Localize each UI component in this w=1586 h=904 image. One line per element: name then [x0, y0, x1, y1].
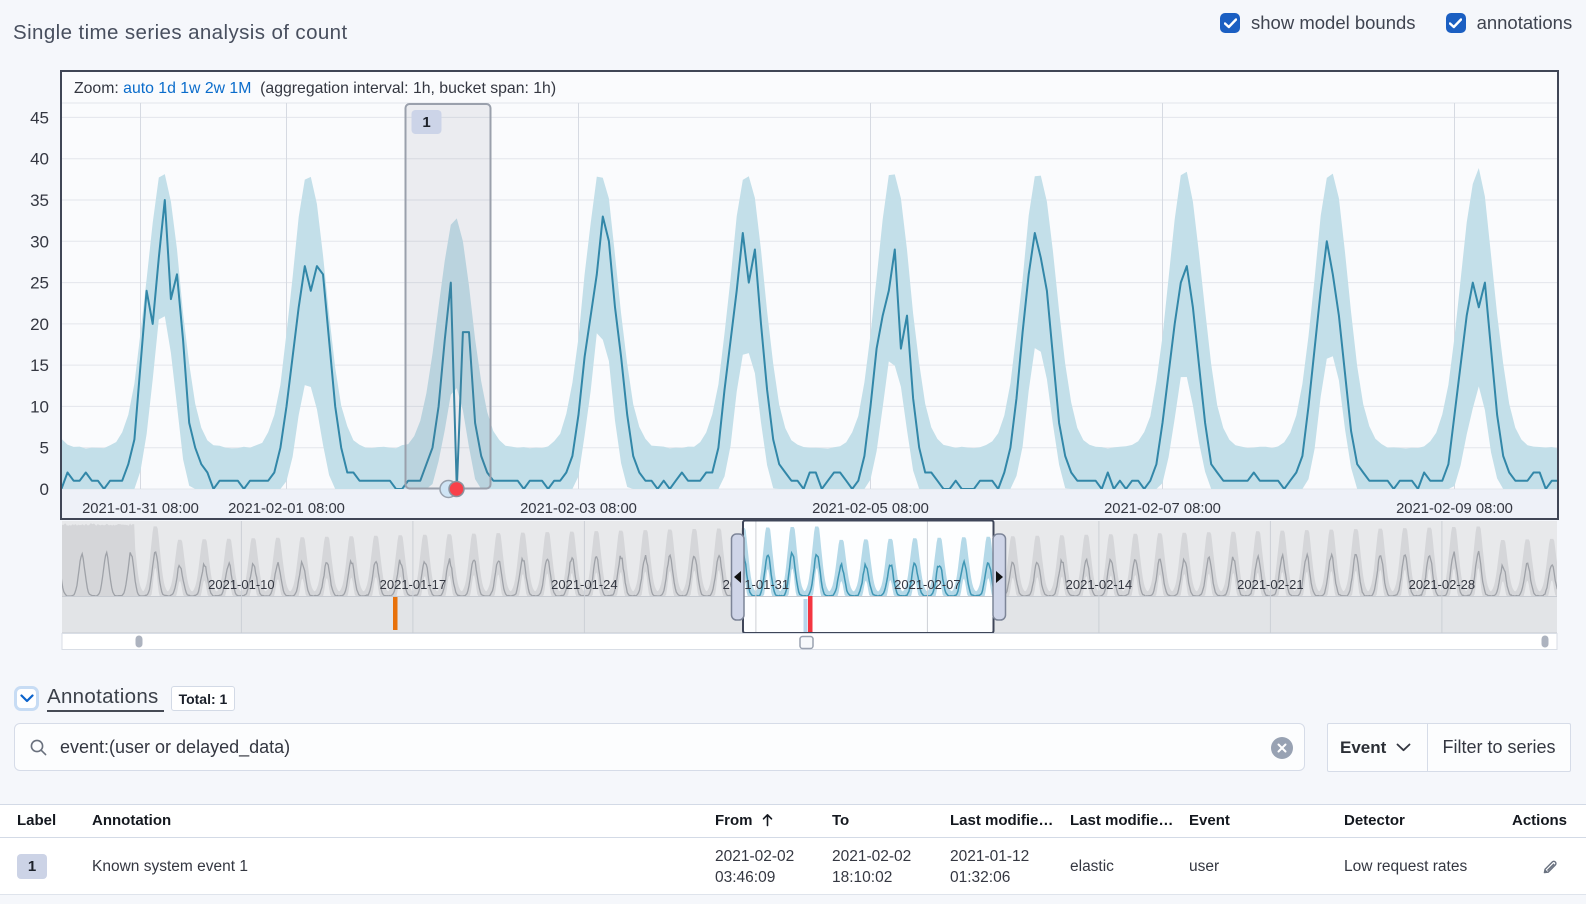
svg-text:2021-02-09 08:00: 2021-02-09 08:00 — [1396, 501, 1513, 517]
svg-text:2021-01-10: 2021-01-10 — [208, 577, 275, 592]
svg-text:2021-02-07 08:00: 2021-02-07 08:00 — [1104, 501, 1221, 517]
svg-text:2021-02-28: 2021-02-28 — [1409, 577, 1476, 592]
svg-text:25: 25 — [30, 274, 49, 293]
svg-text:2021-01-24: 2021-01-24 — [551, 577, 618, 592]
svg-text:2021-02-01 08:00: 2021-02-01 08:00 — [228, 501, 345, 517]
svg-text:5: 5 — [40, 439, 49, 458]
svg-text:1: 1 — [422, 114, 430, 131]
svg-text:2021-02-14: 2021-02-14 — [1066, 577, 1133, 592]
svg-text:2021-02-03 08:00: 2021-02-03 08:00 — [520, 501, 637, 517]
svg-text:15: 15 — [30, 356, 49, 375]
svg-text:2021-02-21: 2021-02-21 — [1237, 577, 1304, 592]
svg-text:2021-01-17: 2021-01-17 — [380, 577, 447, 592]
svg-text:35: 35 — [30, 191, 49, 210]
svg-text:10: 10 — [30, 397, 49, 416]
svg-text:30: 30 — [30, 232, 49, 251]
svg-text:2021-01-31 08:00: 2021-01-31 08:00 — [82, 501, 199, 517]
svg-text:2021-02-07: 2021-02-07 — [894, 577, 961, 592]
svg-text:40: 40 — [30, 150, 49, 169]
svg-text:20: 20 — [30, 315, 49, 334]
svg-text:45: 45 — [30, 108, 49, 127]
svg-text:2021-02-05 08:00: 2021-02-05 08:00 — [812, 501, 929, 517]
svg-text:0: 0 — [40, 480, 49, 499]
